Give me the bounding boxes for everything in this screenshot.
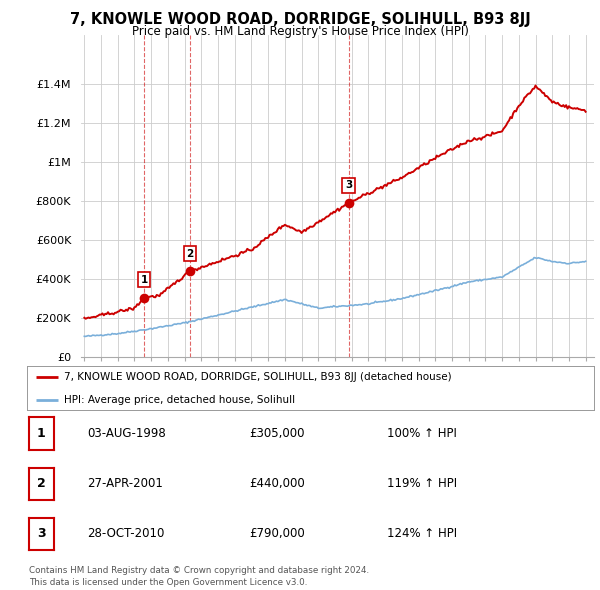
Text: HPI: Average price, detached house, Solihull: HPI: Average price, detached house, Soli… <box>64 395 295 405</box>
Text: £440,000: £440,000 <box>249 477 305 490</box>
Text: 7, KNOWLE WOOD ROAD, DORRIDGE, SOLIHULL, B93 8JJ (detached house): 7, KNOWLE WOOD ROAD, DORRIDGE, SOLIHULL,… <box>64 372 451 382</box>
Text: 1: 1 <box>140 275 148 285</box>
Text: 28-OCT-2010: 28-OCT-2010 <box>87 527 164 540</box>
Text: Contains HM Land Registry data © Crown copyright and database right 2024.
This d: Contains HM Land Registry data © Crown c… <box>29 566 369 587</box>
Text: 100% ↑ HPI: 100% ↑ HPI <box>387 427 457 440</box>
Text: 27-APR-2001: 27-APR-2001 <box>87 477 163 490</box>
Text: 124% ↑ HPI: 124% ↑ HPI <box>387 527 457 540</box>
Text: 2: 2 <box>37 477 46 490</box>
Text: 1: 1 <box>37 427 46 440</box>
Text: 3: 3 <box>345 181 352 191</box>
Text: 2: 2 <box>187 248 194 258</box>
Text: £790,000: £790,000 <box>249 527 305 540</box>
Text: Price paid vs. HM Land Registry's House Price Index (HPI): Price paid vs. HM Land Registry's House … <box>131 25 469 38</box>
Text: 03-AUG-1998: 03-AUG-1998 <box>87 427 166 440</box>
Text: £305,000: £305,000 <box>249 427 305 440</box>
Text: 119% ↑ HPI: 119% ↑ HPI <box>387 477 457 490</box>
Text: 7, KNOWLE WOOD ROAD, DORRIDGE, SOLIHULL, B93 8JJ: 7, KNOWLE WOOD ROAD, DORRIDGE, SOLIHULL,… <box>70 12 530 27</box>
Text: 3: 3 <box>37 527 46 540</box>
